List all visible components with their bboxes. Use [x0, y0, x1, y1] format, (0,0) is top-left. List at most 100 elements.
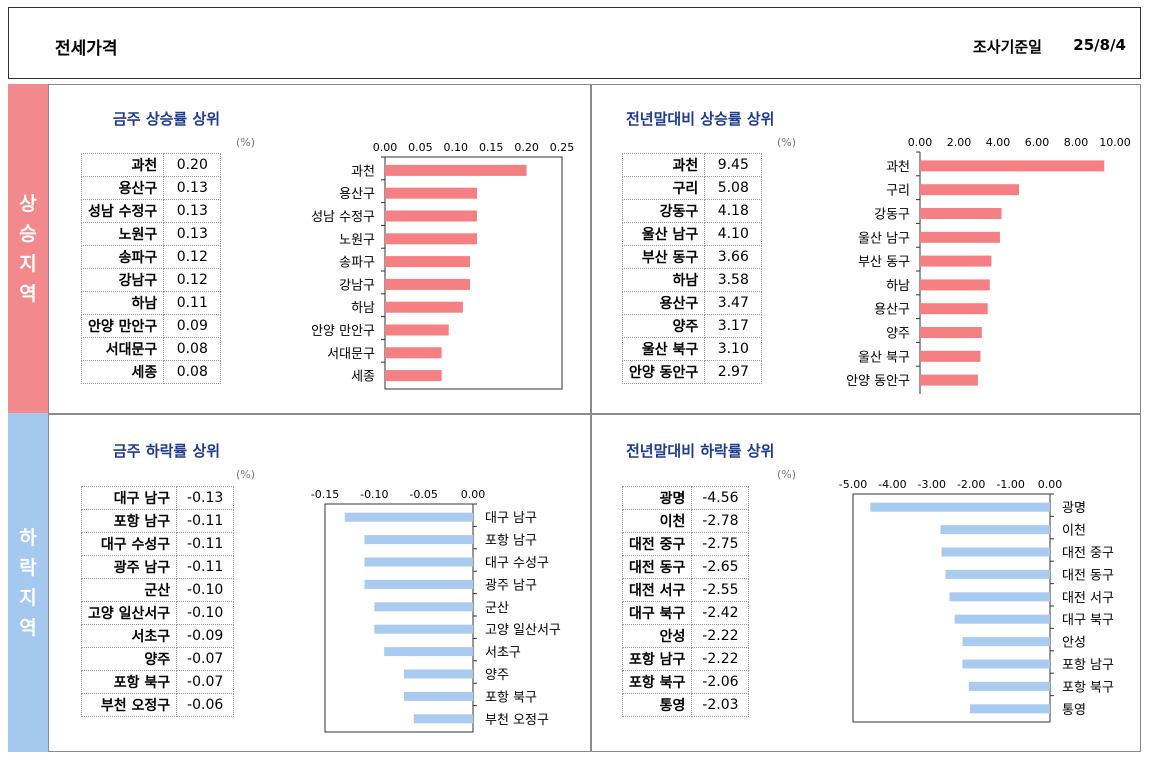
table-row: 울산 남구 4.10: [621, 222, 763, 246]
region-name: 서대문구: [80, 337, 165, 361]
change-rate: 0.12: [163, 268, 222, 292]
change-rate: -0.11: [176, 532, 235, 556]
change-rate: -0.07: [176, 670, 235, 694]
change-rate: -0.09: [176, 624, 235, 648]
bar: [970, 704, 1050, 714]
category-label: 안양 동안구: [846, 374, 910, 389]
bar: [962, 637, 1050, 647]
region-name: 대전 동구: [621, 555, 693, 579]
bar: [374, 602, 473, 612]
ranking-table-weekly-fall: 대구 남구 -0.13 포항 남구 -0.11 대구 수성구 -0.11 광주 남구 -0.1…: [80, 486, 235, 717]
change-rate: -2.22: [691, 624, 750, 648]
category-label: 광주 남구: [485, 578, 537, 593]
region-name: 서초구: [80, 624, 178, 648]
table-row: 하남 0.11: [80, 291, 222, 315]
bar: [940, 525, 1050, 535]
bar: [384, 647, 473, 657]
region-name: 용산구: [621, 291, 706, 315]
region-name: 포항 남구: [80, 509, 178, 533]
region-name: 이천: [621, 509, 693, 533]
column-divider: [590, 84, 592, 752]
x-tick-label: -3.00: [918, 478, 946, 491]
category-label: 과천: [886, 160, 910, 175]
category-label: 포항 남구: [1062, 658, 1114, 673]
change-rate: 4.18: [704, 199, 763, 223]
category-label: 성남 수정구: [311, 210, 375, 225]
region-name: 대구 수성구: [80, 532, 178, 556]
ranking-table-yearly-fall: 광명 -4.56 이천 -2.78 대전 중구 -2.75 대전 동구 -2.65 대전 서구 -…: [621, 486, 750, 717]
table-row: 용산구 3.47: [621, 291, 763, 315]
region-name: 노원구: [80, 222, 165, 246]
category-label: 강동구: [874, 208, 910, 223]
x-tick-label: -4.00: [878, 478, 906, 491]
change-rate: 0.20: [163, 153, 222, 177]
bar: [920, 160, 1105, 172]
region-name: 과천: [621, 153, 706, 177]
category-label: 대전 서구: [1062, 591, 1114, 606]
category-label: 구리: [886, 184, 910, 199]
change-rate: -2.75: [691, 532, 750, 556]
region-name: 대전 중구: [621, 532, 693, 556]
table-row: 용산구 0.13: [80, 176, 222, 200]
x-tick-label: 0.10: [444, 141, 469, 154]
category-label: 포항 남구: [485, 534, 537, 549]
region-name: 하남: [80, 291, 165, 315]
category-label: 강남구: [339, 278, 375, 293]
table-row: 대전 동구 -2.65: [621, 555, 750, 579]
region-name: 양주: [80, 647, 178, 671]
table-row: 안양 만안구 0.09: [80, 314, 222, 338]
bar: [364, 535, 473, 545]
bar: [949, 592, 1050, 602]
panel-title-weekly-fall: 금주 하락률 상위: [113, 442, 221, 460]
bar: [385, 324, 449, 336]
table-row: 세종 0.08: [80, 360, 222, 384]
x-tick-label: 6.00: [1025, 136, 1050, 149]
category-label: 대전 중구: [1062, 546, 1114, 561]
bar: [920, 327, 982, 338]
bar: [920, 279, 990, 291]
region-name: 군산: [80, 578, 178, 602]
bar: [968, 681, 1050, 691]
category-label: 이천: [1062, 524, 1086, 539]
change-rate: 3.58: [704, 268, 763, 292]
side-divider: [48, 84, 49, 752]
unit-label: (%): [236, 468, 256, 481]
region-name: 광명: [621, 486, 693, 510]
category-label: 용산구: [874, 303, 910, 318]
category-label: 군산: [485, 601, 509, 616]
region-name: 부산 동구: [621, 245, 706, 269]
change-rate: -2.22: [691, 647, 750, 671]
change-rate: -0.11: [176, 555, 235, 579]
table-row: 부천 오정구 -0.06: [80, 693, 235, 717]
change-rate: 9.45: [704, 153, 763, 177]
change-rate: 3.17: [704, 314, 763, 338]
category-label: 통영: [1062, 703, 1086, 718]
x-tick-label: 0.05: [408, 141, 433, 154]
table-row: 과천 0.20: [80, 153, 222, 177]
change-rate: -2.06: [691, 670, 750, 694]
bar: [920, 208, 1002, 219]
region-name: 과천: [80, 153, 165, 177]
x-tick-label: 0.00: [373, 141, 398, 154]
x-tick-label: -5.00: [839, 478, 867, 491]
table-row: 서초구 -0.09: [80, 624, 235, 648]
category-label: 울산 북구: [858, 350, 910, 365]
x-tick-label: 0.15: [479, 141, 504, 154]
bar: [403, 669, 473, 679]
table-row: 서대문구 0.08: [80, 337, 222, 361]
table-row: 고양 일산서구 -0.10: [80, 601, 235, 625]
category-label: 광명: [1062, 501, 1086, 516]
category-label: 하남: [886, 279, 910, 294]
panel-title-weekly-rise: 금주 상승률 상위: [113, 110, 221, 128]
unit-label: (%): [777, 136, 797, 149]
category-label: 울산 남구: [858, 231, 910, 246]
page-title: 전세가격: [55, 39, 118, 59]
category-label: 서초구: [485, 646, 521, 661]
table-row: 구리 5.08: [621, 176, 763, 200]
bar: [385, 210, 478, 222]
region-name: 송파구: [80, 245, 165, 269]
change-rate: 0.13: [163, 176, 222, 200]
